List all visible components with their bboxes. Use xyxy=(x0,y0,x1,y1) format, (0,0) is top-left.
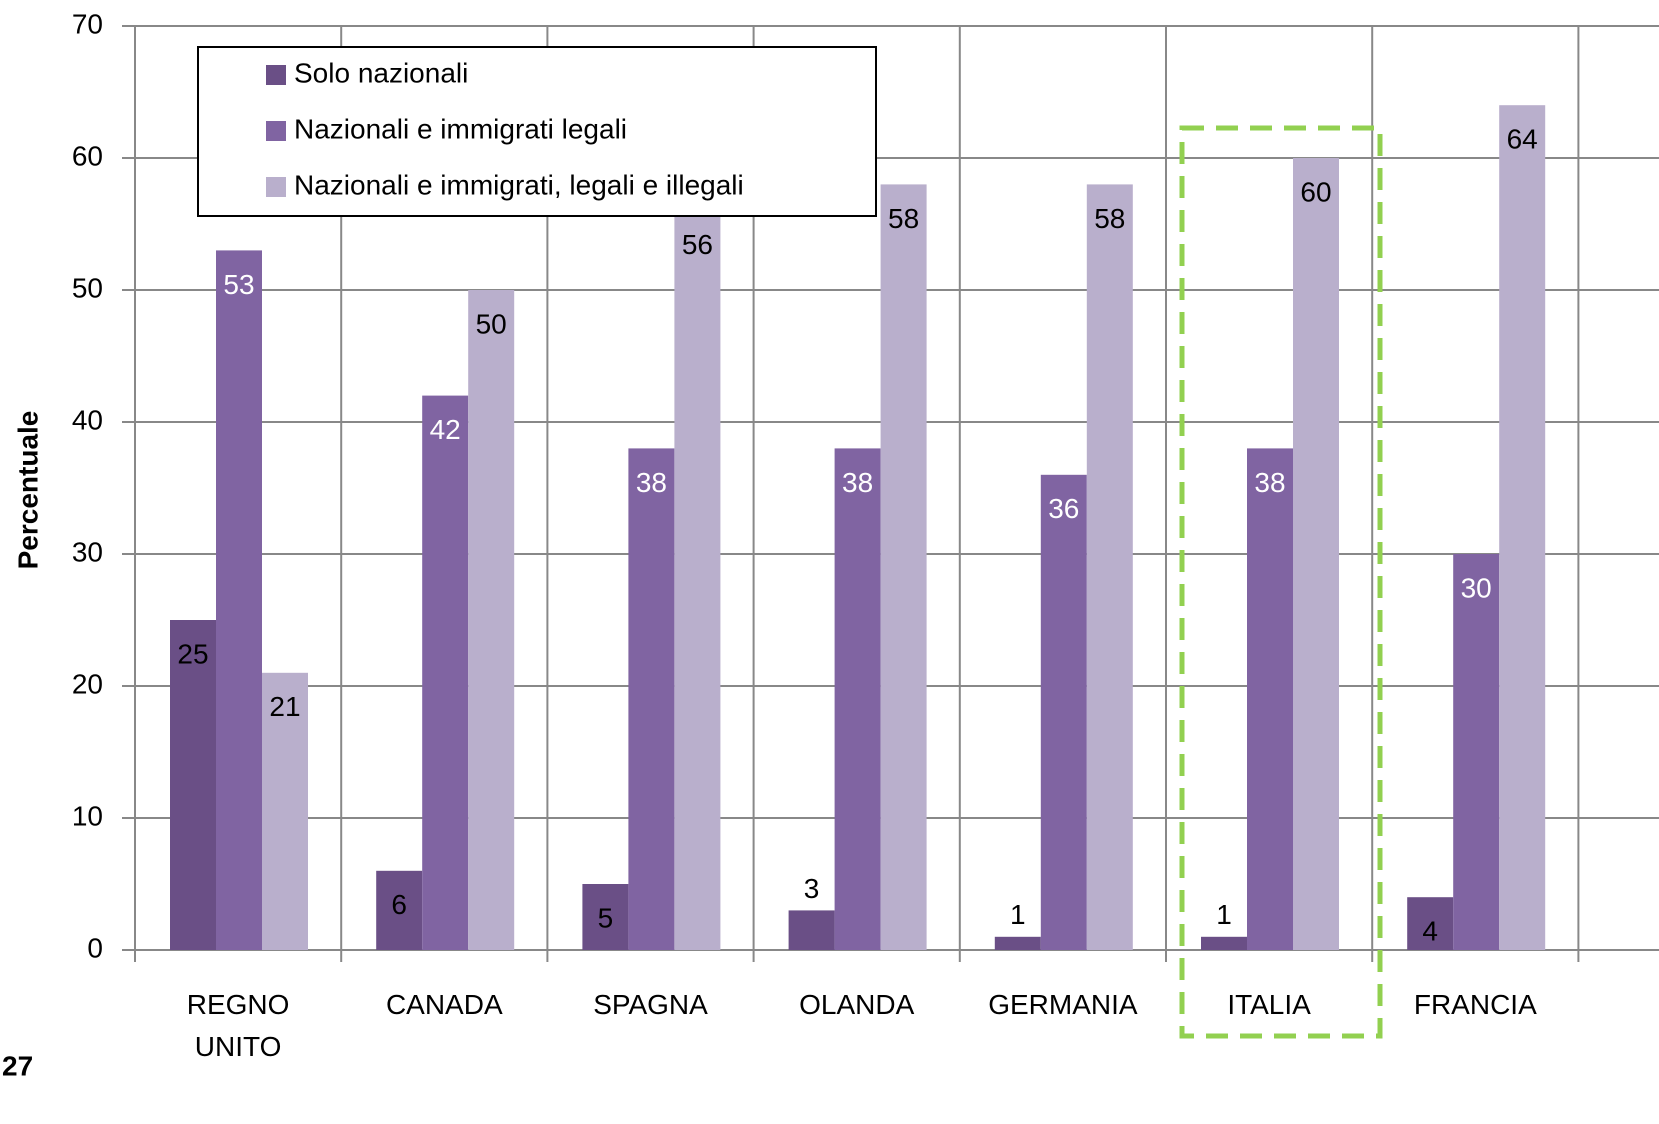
data-label: 6 xyxy=(391,889,407,920)
data-label: 1 xyxy=(1010,899,1026,930)
x-tick-label: REGNO UNITO xyxy=(186,989,290,1062)
x-tick-label-box: SPAGNA xyxy=(593,989,708,1020)
legend-label: Solo nazionali xyxy=(294,57,468,88)
y-tick-label: 30 xyxy=(72,536,103,567)
bar xyxy=(262,672,308,950)
bar xyxy=(1293,158,1339,950)
data-label: 38 xyxy=(636,467,667,498)
x-tick-label-box: REGNO UNITO xyxy=(186,989,290,1062)
x-tick-label-box: CANADA xyxy=(385,989,503,1020)
data-label: 21 xyxy=(269,691,300,722)
data-label: 5 xyxy=(598,902,614,933)
bar xyxy=(628,448,675,950)
y-tick-label: 40 xyxy=(72,404,103,435)
bar xyxy=(674,210,721,951)
legend-box xyxy=(197,46,877,217)
bar xyxy=(994,936,1041,950)
bar xyxy=(468,290,515,950)
bar xyxy=(582,884,629,950)
x-tick-label-box: GERMANIA xyxy=(988,989,1138,1020)
bar xyxy=(1453,554,1500,950)
x-tick-label: ITALIA xyxy=(1227,989,1311,1020)
bar xyxy=(216,250,262,950)
bar xyxy=(1040,474,1087,950)
bar xyxy=(1086,184,1133,950)
data-label: 38 xyxy=(842,467,873,498)
x-tick-label: SPAGNA xyxy=(593,989,708,1020)
data-label: 30 xyxy=(1461,572,1492,603)
data-label: 38 xyxy=(1254,467,1285,498)
y-tick-label: 0 xyxy=(87,932,103,963)
x-tick-label: CANADA xyxy=(385,989,503,1020)
bar xyxy=(422,395,469,951)
data-label: 58 xyxy=(888,203,919,234)
y-tick-label: 20 xyxy=(72,668,103,699)
bar xyxy=(376,870,423,950)
y-tick-label: 70 xyxy=(72,8,103,39)
legend-swatch xyxy=(266,121,286,141)
y-tick-label: 60 xyxy=(72,140,103,171)
data-label: 4 xyxy=(1422,916,1438,947)
bar xyxy=(1499,105,1546,950)
bar xyxy=(788,910,835,950)
data-label: 53 xyxy=(223,269,254,300)
data-label: 3 xyxy=(804,873,820,904)
data-label: 42 xyxy=(430,414,461,445)
data-label: 1 xyxy=(1216,899,1232,930)
highlight-box xyxy=(1179,125,1383,1039)
bar xyxy=(834,448,881,950)
bar xyxy=(1407,897,1454,950)
bar xyxy=(1247,448,1293,950)
x-tick-label-box: OLANDA xyxy=(799,989,915,1020)
bar xyxy=(1201,936,1247,950)
y-tick-label: 50 xyxy=(72,272,103,303)
y-axis-title: Percentuale xyxy=(12,411,43,570)
legend-swatch xyxy=(266,177,286,197)
legend-label: Nazionali e immigrati, legali e illegali xyxy=(294,169,744,200)
data-label: 25 xyxy=(177,638,208,669)
x-tick-label: FRANCIA xyxy=(1413,989,1537,1020)
legend-label: Nazionali e immigrati legali xyxy=(294,113,627,144)
data-label: 56 xyxy=(682,229,713,260)
x-tick-label-box: ITALIA xyxy=(1227,989,1311,1020)
bar xyxy=(170,620,216,950)
data-label: 50 xyxy=(476,308,507,339)
x-tick-label: GERMANIA xyxy=(988,989,1138,1020)
legend-swatch xyxy=(266,65,286,85)
data-label: 36 xyxy=(1048,493,1079,524)
x-tick-label-box: FRANCIA xyxy=(1413,989,1537,1020)
y-tick-label: 10 xyxy=(72,800,103,831)
data-label: 64 xyxy=(1507,124,1538,155)
data-label: 58 xyxy=(1094,203,1125,234)
bar xyxy=(880,184,927,950)
x-tick-label: OLANDA xyxy=(799,989,915,1020)
page-number: 27 xyxy=(2,1050,33,1081)
data-label: 60 xyxy=(1300,176,1331,207)
